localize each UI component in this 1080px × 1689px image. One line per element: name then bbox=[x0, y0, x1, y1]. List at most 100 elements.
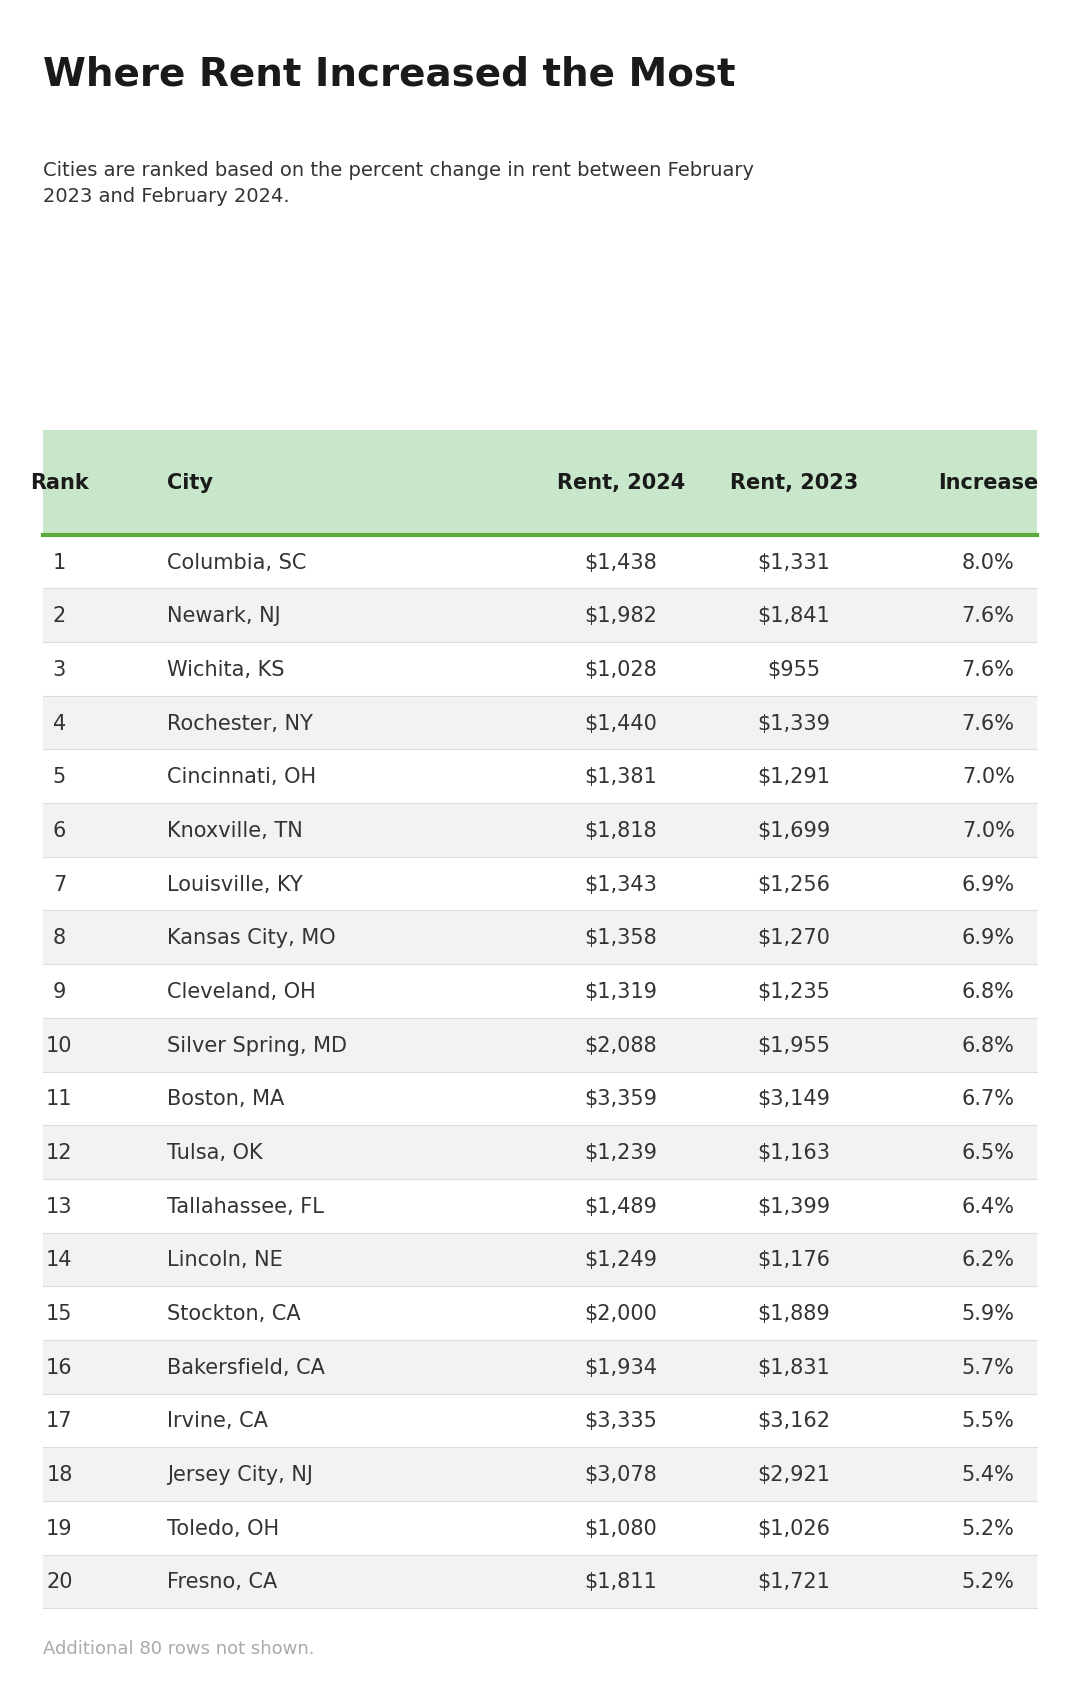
Bar bbox=[43, 750, 1037, 804]
Text: 6.5%: 6.5% bbox=[961, 1142, 1015, 1162]
Text: 18: 18 bbox=[46, 1464, 72, 1485]
Text: $1,343: $1,343 bbox=[584, 875, 658, 893]
Text: Columbia, SC: Columbia, SC bbox=[167, 552, 307, 573]
Text: 8.0%: 8.0% bbox=[962, 552, 1014, 573]
Text: $3,359: $3,359 bbox=[584, 1089, 658, 1108]
Bar bbox=[43, 644, 1037, 696]
Text: 6.9%: 6.9% bbox=[961, 927, 1015, 948]
Text: $1,256: $1,256 bbox=[757, 875, 831, 893]
Text: Knoxville, TN: Knoxville, TN bbox=[167, 821, 303, 841]
Text: Boston, MA: Boston, MA bbox=[167, 1089, 285, 1108]
Text: Silver Spring, MD: Silver Spring, MD bbox=[167, 1035, 348, 1056]
Text: $1,440: $1,440 bbox=[584, 713, 658, 733]
Text: $1,489: $1,489 bbox=[584, 1196, 658, 1216]
Text: $1,699: $1,699 bbox=[757, 821, 831, 841]
Text: 7.6%: 7.6% bbox=[961, 606, 1015, 627]
Text: Newark, NJ: Newark, NJ bbox=[167, 606, 281, 627]
Text: 5.7%: 5.7% bbox=[962, 1356, 1014, 1377]
Text: $2,088: $2,088 bbox=[584, 1035, 658, 1056]
Text: $1,319: $1,319 bbox=[584, 981, 658, 1002]
Bar bbox=[43, 1073, 1037, 1125]
Text: Tulsa, OK: Tulsa, OK bbox=[167, 1142, 264, 1162]
Text: $1,889: $1,889 bbox=[757, 1304, 831, 1322]
Text: $1,270: $1,270 bbox=[757, 927, 831, 948]
Text: Irvine, CA: Irvine, CA bbox=[167, 1410, 268, 1431]
Text: 7.0%: 7.0% bbox=[962, 767, 1014, 787]
Bar bbox=[43, 858, 1037, 910]
Text: 6: 6 bbox=[53, 821, 66, 841]
Text: 5.2%: 5.2% bbox=[962, 1571, 1014, 1591]
Text: $2,000: $2,000 bbox=[584, 1304, 658, 1322]
Text: 5.5%: 5.5% bbox=[962, 1410, 1014, 1431]
Text: $1,291: $1,291 bbox=[757, 767, 831, 787]
Text: $2,921: $2,921 bbox=[757, 1464, 831, 1485]
Text: $3,162: $3,162 bbox=[757, 1410, 831, 1431]
Text: $1,249: $1,249 bbox=[584, 1250, 658, 1270]
Bar bbox=[43, 1125, 1037, 1179]
Text: Cleveland, OH: Cleveland, OH bbox=[167, 981, 316, 1002]
Text: 1: 1 bbox=[53, 552, 66, 573]
Text: $1,982: $1,982 bbox=[584, 606, 658, 627]
Text: $1,028: $1,028 bbox=[584, 659, 658, 679]
Text: $1,235: $1,235 bbox=[757, 981, 831, 1002]
Text: 7: 7 bbox=[53, 875, 66, 893]
Bar bbox=[43, 804, 1037, 858]
Text: $3,335: $3,335 bbox=[584, 1410, 658, 1431]
Bar bbox=[43, 431, 1037, 535]
Text: 3: 3 bbox=[53, 659, 66, 679]
Bar bbox=[43, 1233, 1037, 1287]
Text: 15: 15 bbox=[46, 1304, 72, 1322]
Text: $1,331: $1,331 bbox=[757, 552, 831, 573]
Text: Rent, 2023: Rent, 2023 bbox=[730, 473, 858, 493]
Text: Additional 80 rows not shown.: Additional 80 rows not shown. bbox=[43, 1638, 314, 1657]
Bar bbox=[43, 1287, 1037, 1339]
Text: Rochester, NY: Rochester, NY bbox=[167, 713, 313, 733]
Text: Where Rent Increased the Most: Where Rent Increased the Most bbox=[43, 56, 735, 93]
Text: $1,818: $1,818 bbox=[584, 821, 658, 841]
Text: 4: 4 bbox=[53, 713, 66, 733]
Bar bbox=[43, 535, 1037, 589]
Text: Bakersfield, CA: Bakersfield, CA bbox=[167, 1356, 325, 1377]
Text: 6.9%: 6.9% bbox=[961, 875, 1015, 893]
Text: Cities are ranked based on the percent change in rent between February
2023 and : Cities are ranked based on the percent c… bbox=[43, 160, 754, 206]
Text: 6.8%: 6.8% bbox=[962, 1035, 1014, 1056]
Bar bbox=[43, 1502, 1037, 1554]
Text: $1,934: $1,934 bbox=[584, 1356, 658, 1377]
Bar bbox=[43, 1018, 1037, 1073]
Text: Wichita, KS: Wichita, KS bbox=[167, 659, 285, 679]
Text: 2: 2 bbox=[53, 606, 66, 627]
Text: Louisville, KY: Louisville, KY bbox=[167, 875, 303, 893]
Text: Fresno, CA: Fresno, CA bbox=[167, 1571, 278, 1591]
Bar bbox=[43, 1339, 1037, 1393]
Text: 7.6%: 7.6% bbox=[961, 659, 1015, 679]
Text: 20: 20 bbox=[46, 1571, 72, 1591]
Bar bbox=[43, 696, 1037, 750]
Text: 19: 19 bbox=[46, 1518, 72, 1539]
Text: City: City bbox=[167, 473, 214, 493]
Text: $1,721: $1,721 bbox=[757, 1571, 831, 1591]
Text: Cincinnati, OH: Cincinnati, OH bbox=[167, 767, 316, 787]
Text: $1,239: $1,239 bbox=[584, 1142, 658, 1162]
Text: $1,811: $1,811 bbox=[584, 1571, 658, 1591]
Text: 12: 12 bbox=[46, 1142, 72, 1162]
Text: 10: 10 bbox=[46, 1035, 72, 1056]
Text: $3,149: $3,149 bbox=[757, 1089, 831, 1108]
Text: $1,841: $1,841 bbox=[757, 606, 831, 627]
Text: 8: 8 bbox=[53, 927, 66, 948]
Text: 6.7%: 6.7% bbox=[961, 1089, 1015, 1108]
Bar bbox=[43, 589, 1037, 644]
Text: $1,339: $1,339 bbox=[757, 713, 831, 733]
Bar bbox=[43, 1447, 1037, 1502]
Text: 9: 9 bbox=[53, 981, 66, 1002]
Text: 6.2%: 6.2% bbox=[961, 1250, 1015, 1270]
Text: 13: 13 bbox=[46, 1196, 72, 1216]
Text: 7.6%: 7.6% bbox=[961, 713, 1015, 733]
Text: 17: 17 bbox=[46, 1410, 72, 1431]
Text: $1,026: $1,026 bbox=[757, 1518, 831, 1539]
Text: $1,955: $1,955 bbox=[757, 1035, 831, 1056]
Text: Stockton, CA: Stockton, CA bbox=[167, 1304, 301, 1322]
Text: Rent, 2024: Rent, 2024 bbox=[557, 473, 685, 493]
Text: $1,438: $1,438 bbox=[584, 552, 658, 573]
Bar bbox=[43, 964, 1037, 1018]
Bar bbox=[43, 1393, 1037, 1447]
